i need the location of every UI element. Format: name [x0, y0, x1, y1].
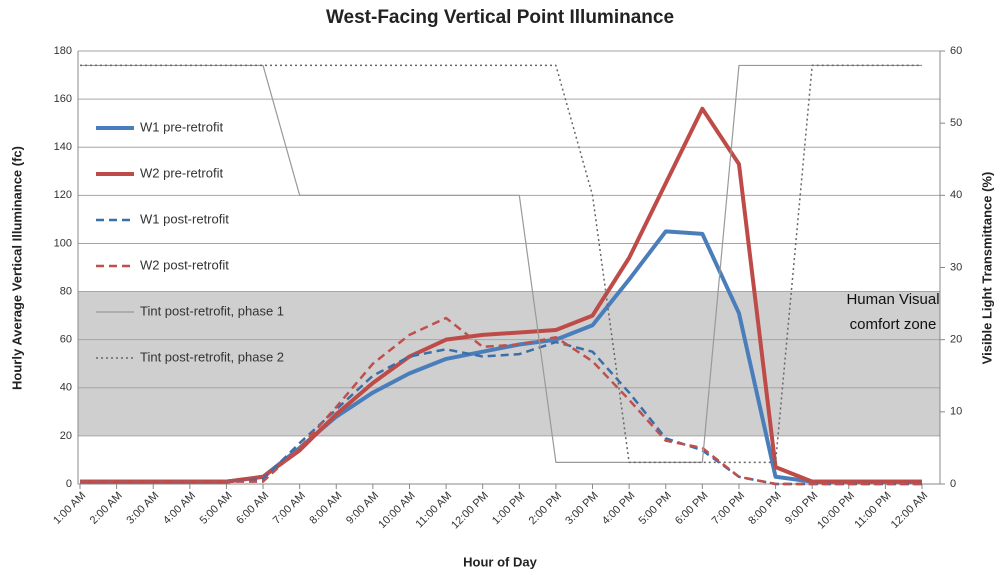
band-label: Human Visual	[846, 291, 939, 308]
x-tick-label: 5:00 AM	[198, 490, 235, 527]
y2-tick-label: 40	[950, 189, 962, 201]
y-tick-label: 80	[60, 285, 72, 297]
y-tick-label: 180	[54, 45, 72, 57]
y-tick-label: 100	[54, 237, 72, 249]
series-line	[80, 340, 922, 486]
legend-label: W1 pre-retrofit	[140, 119, 223, 134]
x-tick-label: 8:00 AM	[307, 490, 344, 527]
x-tick-label: 1:00 AM	[51, 490, 88, 527]
series-line	[80, 316, 922, 486]
x-tick-label: 7:00 PM	[710, 490, 747, 527]
x-tick-label: 11:00 PM	[852, 490, 893, 531]
y2-tick-label: 20	[950, 334, 962, 346]
x-tick-label: 10:00 AM	[376, 490, 417, 531]
x-tick-label: 7:00 AM	[271, 490, 308, 527]
y2-tick-label: 0	[950, 478, 956, 490]
x-tick-label: 4:00 AM	[161, 490, 198, 527]
comfort-band	[78, 291, 940, 436]
x-tick-label: 2:00 AM	[88, 490, 125, 527]
y-axis-title: Hourly Average Vertical Illuminance (fc)	[9, 146, 24, 390]
legend-label: Tint post-retrofit, phase 1	[140, 303, 284, 318]
y2-tick-label: 60	[950, 45, 962, 57]
y2-tick-label: 10	[950, 406, 962, 418]
x-tick-label: 10:00 PM	[815, 490, 857, 532]
y-tick-label: 120	[54, 189, 72, 201]
legend-label: Tint post-retrofit, phase 2	[140, 349, 284, 364]
x-tick-label: 3:00 AM	[124, 490, 161, 527]
y-tick-label: 40	[60, 382, 72, 394]
y-tick-label: 140	[54, 141, 72, 153]
y-tick-label: 20	[60, 430, 72, 442]
x-tick-label: 3:00 PM	[563, 490, 600, 527]
x-tick-label: 12:00 PM	[449, 490, 491, 532]
x-tick-label: 11:00 AM	[413, 490, 454, 531]
legend-label: W1 post-retrofit	[140, 211, 229, 226]
x-tick-label: 4:00 PM	[600, 490, 637, 527]
y2-tick-label: 30	[950, 261, 962, 273]
x-tick-label: 5:00 PM	[636, 490, 673, 527]
series-line	[80, 64, 922, 464]
x-tick-label: 8:00 PM	[746, 490, 783, 527]
legend-label: W2 post-retrofit	[140, 257, 229, 272]
x-tick-label: 2:00 PM	[527, 490, 564, 527]
chart-title: West-Facing Vertical Point Illuminance	[326, 7, 674, 28]
x-tick-label: 1:00 PM	[490, 490, 527, 527]
legend-label: W2 pre-retrofit	[140, 165, 223, 180]
x-tick-label: 9:00 AM	[344, 490, 381, 527]
y2-axis-title: Visible Light Transmittance (%)	[979, 172, 994, 365]
x-tick-label: 6:00 AM	[234, 490, 271, 527]
x-tick-label: 9:00 PM	[783, 490, 820, 527]
x-tick-label: 6:00 PM	[673, 490, 710, 527]
x-axis-title: Hour of Day	[463, 554, 537, 569]
y2-tick-label: 50	[950, 117, 962, 129]
x-tick-label: 12:00 AM	[889, 490, 930, 531]
y-tick-label: 60	[60, 334, 72, 346]
band-label: comfort zone	[850, 316, 937, 333]
y-tick-label: 160	[54, 93, 72, 105]
series-line	[80, 106, 922, 484]
y-tick-label: 0	[66, 478, 72, 490]
